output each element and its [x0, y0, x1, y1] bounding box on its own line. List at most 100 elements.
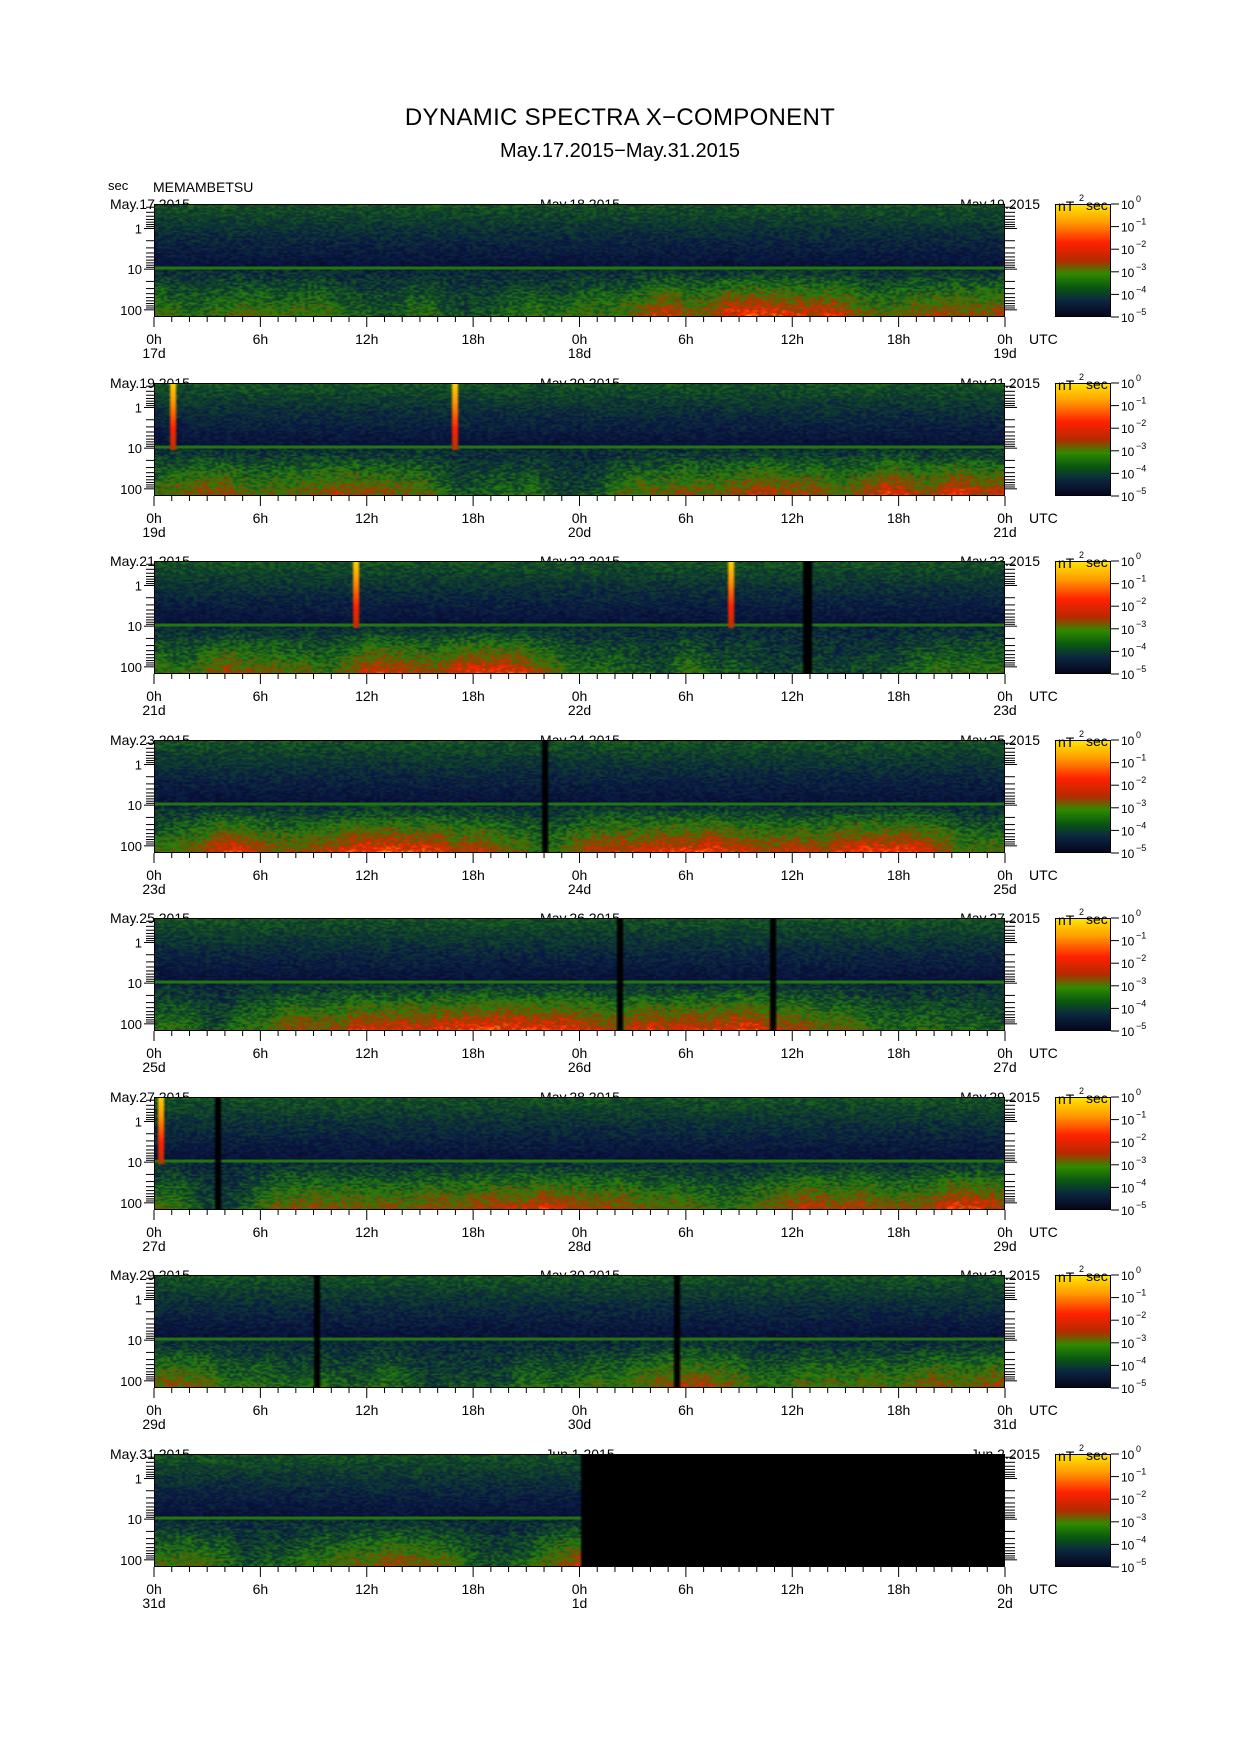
colorbar-tick-exponent: 0 [1136, 908, 1141, 918]
colorbar-tick-label: 10 [1121, 1136, 1135, 1150]
colorbar-tick-label: 10 [1121, 198, 1135, 212]
colorbar-tick-exponent: 0 [1136, 373, 1141, 383]
y-tick-label: 10 [128, 619, 142, 634]
y-tick-label: 1 [135, 757, 142, 772]
x-tick-label: 12h [355, 1224, 378, 1240]
x-tick-label: 0h [572, 510, 588, 526]
day-label: 25d [993, 881, 1016, 897]
colorbar-tick-exponent: −5 [1136, 1200, 1146, 1210]
x-tick-label: 12h [355, 688, 378, 704]
day-label: 29d [142, 1416, 165, 1432]
x-tick-label: 18h [887, 1224, 910, 1240]
colorbar-tick-label: 10 [1121, 912, 1135, 926]
x-tick-label: 6h [253, 331, 269, 347]
spectra-panel: May.31.2015 Jun.1.2015 Jun.2.2015 1 10 100 0h 6… [0, 1410, 1240, 1611]
spectrogram [154, 740, 1005, 853]
colorbar-tick-exponent: −2 [1136, 596, 1146, 606]
y-tick-label: 100 [120, 660, 142, 675]
x-tick-label: 18h [887, 331, 910, 347]
spectra-panel: May.27.2015 May.28.2015 May.29.2015 1 10 100 0… [0, 1053, 1240, 1254]
day-label: 19d [142, 524, 165, 540]
colorbar-tick-label: 10 [1121, 824, 1135, 838]
y-tick-label: 100 [120, 303, 142, 318]
colorbar-tick-label: 10 [1121, 957, 1135, 971]
day-label: 30d [568, 1416, 591, 1432]
colorbar-tick-exponent: −3 [1136, 619, 1146, 629]
x-tick-label: 0h [997, 1581, 1013, 1597]
colorbar-tick-label: 10 [1121, 1561, 1135, 1575]
colorbar-unit-base: nT [1058, 912, 1075, 928]
x-tick-label: 0h [997, 1402, 1013, 1418]
colorbar-unit-tail: sec [1086, 911, 1108, 927]
x-tick-label: 18h [461, 1224, 484, 1240]
colorbar-tick-label: 10 [1121, 757, 1135, 771]
colorbar-tick-exponent: −2 [1136, 1310, 1146, 1320]
x-tick-label: 18h [461, 1581, 484, 1597]
colorbar-unit-exp: 2 [1079, 1443, 1084, 1453]
x-tick-label: 12h [781, 1224, 804, 1240]
colorbar-tick-label: 10 [1121, 1516, 1135, 1530]
spectrogram-image [155, 384, 1004, 495]
colorbar-tick-exponent: −3 [1136, 976, 1146, 986]
colorbar-tick-label: 10 [1121, 1091, 1135, 1105]
x-tick-label: 6h [678, 1581, 694, 1597]
x-tick-label: 0h [146, 510, 162, 526]
colorbar-tick-label: 10 [1121, 1493, 1135, 1507]
x-tick-label: 18h [461, 510, 484, 526]
x-tick-label: 6h [253, 1402, 269, 1418]
x-tick-label: 12h [355, 510, 378, 526]
x-tick-label: 12h [781, 1581, 804, 1597]
x-tick-label: 12h [355, 1581, 378, 1597]
colorbar-unit-exp: 2 [1079, 729, 1084, 739]
x-tick-label: 0h [997, 1045, 1013, 1061]
x-tick-label: 6h [253, 1045, 269, 1061]
colorbar-tick-label: 10 [1121, 1292, 1135, 1306]
colorbar-tick-exponent: −3 [1136, 798, 1146, 808]
colorbar-tick-label: 10 [1121, 1359, 1135, 1373]
x-tick-label: 0h [146, 1402, 162, 1418]
colorbar-tick-exponent: −5 [1136, 664, 1146, 674]
day-label: 24d [568, 881, 591, 897]
colorbar-tick-label: 10 [1121, 1269, 1135, 1283]
colorbar-tick-exponent: −2 [1136, 775, 1146, 785]
x-tick-label: 0h [572, 1581, 588, 1597]
day-label: 22d [568, 702, 591, 718]
x-tick-label: 0h [572, 867, 588, 883]
x-tick-label: 6h [678, 1402, 694, 1418]
utc-label: UTC [1029, 510, 1058, 526]
y-tick-label: 100 [120, 482, 142, 497]
colorbar [1055, 918, 1111, 1031]
colorbar-tick-exponent: −2 [1136, 239, 1146, 249]
colorbar-tick-exponent: −2 [1136, 1489, 1146, 1499]
y-tick-label: 1 [135, 400, 142, 415]
colorbar-unit-base: nT [1058, 377, 1075, 393]
colorbar [1055, 1275, 1111, 1388]
colorbar [1055, 561, 1111, 674]
spectrogram-image [155, 1276, 1004, 1387]
day-label: 26d [568, 1059, 591, 1075]
colorbar-unit-base: nT [1058, 1448, 1075, 1464]
x-tick-label: 0h [146, 688, 162, 704]
colorbar-tick-label: 10 [1121, 1002, 1135, 1016]
colorbar-unit-base: nT [1058, 198, 1075, 214]
x-tick-label: 18h [461, 1045, 484, 1061]
utc-label: UTC [1029, 1402, 1058, 1418]
y-tick-label: 10 [128, 798, 142, 813]
station-name: MEMAMBETSU [153, 179, 254, 195]
utc-label: UTC [1029, 1045, 1058, 1061]
spectrogram [154, 1454, 1005, 1567]
utc-label: UTC [1029, 1224, 1058, 1240]
x-tick-label: 6h [253, 688, 269, 704]
spectrogram [154, 1097, 1005, 1210]
spectrogram [154, 561, 1005, 674]
y-unit-label: sec [108, 178, 129, 193]
colorbar-tick-exponent: −1 [1136, 396, 1146, 406]
colorbar-tick-exponent: −1 [1136, 1288, 1146, 1298]
colorbar-tick-exponent: −1 [1136, 931, 1146, 941]
colorbar-unit-exp: 2 [1079, 193, 1084, 203]
colorbar-tick-label: 10 [1121, 422, 1135, 436]
